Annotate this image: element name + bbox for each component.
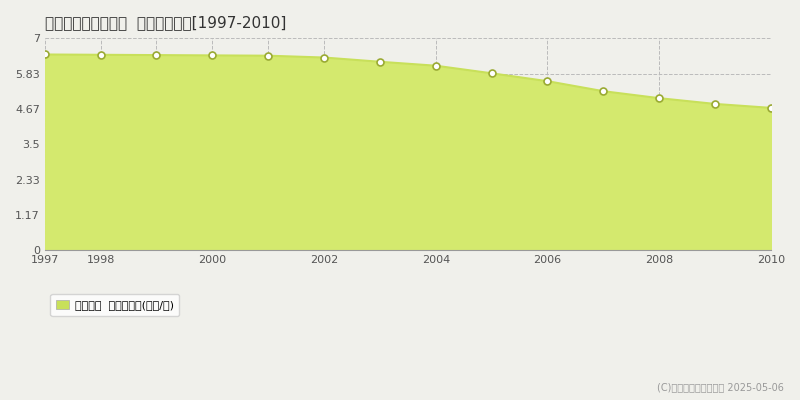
Legend: 基準地価  平均坪単価(万円/坪): 基準地価 平均坪単価(万円/坪) bbox=[50, 294, 179, 316]
Text: 双葉郡富岡町上手岡  基準地価推移[1997-2010]: 双葉郡富岡町上手岡 基準地価推移[1997-2010] bbox=[45, 15, 286, 30]
Text: (C)土地価格ドットコム 2025-05-06: (C)土地価格ドットコム 2025-05-06 bbox=[657, 382, 784, 392]
